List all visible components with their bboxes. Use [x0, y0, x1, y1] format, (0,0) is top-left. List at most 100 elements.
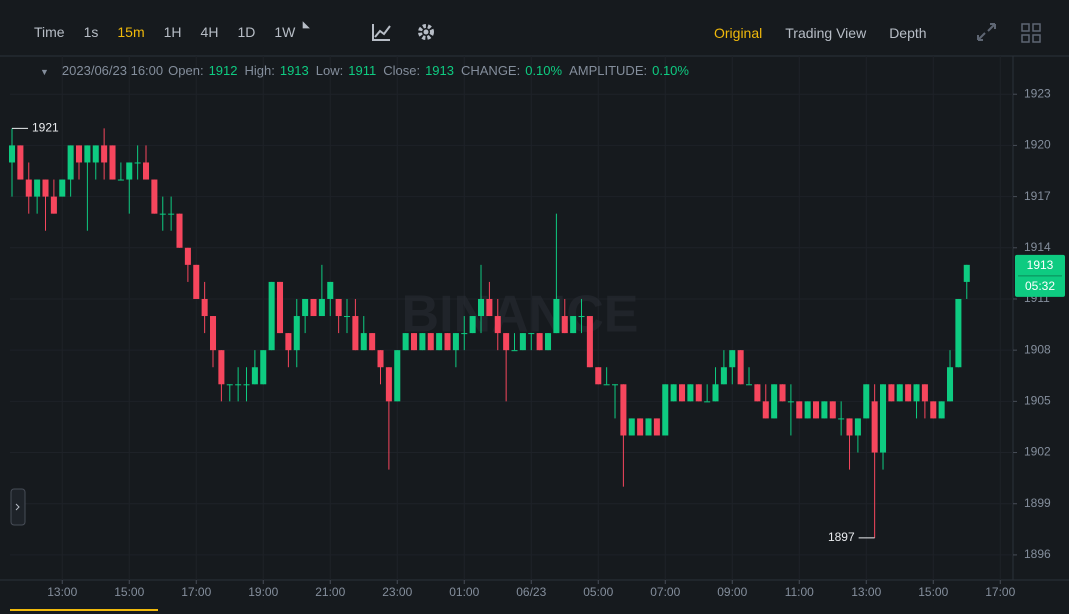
interval[interactable]: 1H: [163, 24, 182, 40]
candle-body: [343, 316, 351, 318]
side-toggle-icon: [15, 503, 20, 511]
candle-body: [578, 316, 585, 318]
x-tick-label: 15:00: [114, 585, 144, 599]
candle-body: [687, 384, 694, 402]
interval[interactable]: 1s: [83, 24, 99, 40]
candle-body: [612, 384, 619, 386]
candle-body: [75, 145, 83, 163]
candle-body: [126, 162, 133, 180]
interval[interactable]: Time: [34, 24, 65, 40]
candle-body: [511, 350, 518, 352]
candle-body: [821, 401, 828, 419]
candle-body: [360, 333, 367, 351]
candle-body: [880, 384, 887, 453]
candle-body: [410, 333, 418, 351]
interval[interactable]: 1D: [237, 24, 256, 40]
candle-body: [863, 384, 870, 419]
candle-body: [503, 333, 510, 351]
candle-body: [477, 298, 485, 317]
candle-body: [452, 333, 459, 351]
x-tick-label: 06/23: [516, 585, 546, 599]
candle-body: [787, 401, 794, 403]
interval[interactable]: 1W: [274, 24, 296, 40]
x-tick-label: 11:00: [785, 585, 814, 599]
candle-body: [888, 384, 895, 402]
candle-body: [352, 316, 359, 351]
view-tab[interactable]: Trading View: [785, 25, 867, 41]
side-toggle[interactable]: [10, 488, 26, 526]
candle-body: [494, 316, 501, 334]
candle-body: [310, 298, 317, 317]
info-label: CHANGE:: [460, 63, 521, 78]
candle-body: [570, 316, 577, 334]
candle-body: [637, 418, 644, 436]
x-tick-label: 17:00: [181, 585, 211, 599]
candle-body: [402, 333, 409, 351]
candle-body: [930, 401, 937, 419]
candle-body: [134, 162, 141, 164]
current-price: 1913: [1027, 258, 1054, 272]
x-tick-label: 19:00: [248, 585, 278, 599]
candle-body: [645, 418, 652, 436]
candle-body: [921, 384, 928, 402]
y-tick-label: 1899: [1024, 496, 1051, 510]
candle-body: [117, 179, 124, 181]
candle-body: [561, 316, 568, 334]
countdown: 05:32: [1025, 279, 1055, 293]
view-tab-active[interactable]: Original: [714, 25, 763, 41]
y-tick-label: 1914: [1024, 240, 1051, 254]
candle-body: [737, 350, 744, 385]
candle-body: [913, 384, 920, 402]
x-tick-label: 13:00: [851, 585, 881, 599]
candle-body: [796, 401, 803, 419]
candle-body: [285, 333, 292, 351]
view-tab[interactable]: Depth: [889, 25, 927, 41]
info-label: AMPLITUDE:: [569, 63, 648, 78]
interval-active[interactable]: 15m: [117, 24, 145, 40]
x-tick-label: 01:00: [449, 585, 479, 599]
candle-body: [838, 418, 845, 420]
info-label: Low:: [315, 63, 344, 78]
candle-body: [628, 418, 635, 436]
x-tick-label: 05:00: [583, 585, 613, 599]
info-value: 1911: [348, 63, 377, 78]
candle-body: [92, 145, 99, 163]
info-value: 1912: [208, 63, 238, 78]
candle-body: [704, 401, 711, 403]
candle-body: [218, 350, 225, 385]
y-tick-label: 1896: [1024, 547, 1051, 561]
info-label: High:: [244, 63, 275, 78]
x-tick-label: 13:00: [47, 585, 77, 599]
candle-body: [846, 418, 853, 436]
candle-body: [804, 401, 811, 419]
candle-body: [771, 384, 778, 419]
candle-body: [854, 418, 861, 436]
candle-body: [327, 281, 334, 299]
fullscreen-icon[interactable]: [977, 23, 996, 41]
candle-body: [653, 418, 660, 436]
candle-body: [754, 384, 761, 402]
x-tick-label: 09:00: [717, 585, 747, 599]
candle-body: [536, 333, 543, 351]
candle-body: [829, 401, 836, 419]
candle-body: [268, 281, 275, 351]
candle-body: [335, 298, 342, 317]
info-label: Close:: [383, 63, 421, 78]
x-tick-label: 15:00: [918, 585, 948, 599]
candle-body: [109, 145, 116, 180]
indicator-icon[interactable]: [372, 24, 391, 41]
layout-icon[interactable]: [1021, 23, 1041, 43]
candle-body: [519, 333, 526, 351]
candle-body: [620, 384, 627, 436]
candle-body: [159, 213, 166, 215]
candle-body: [17, 145, 24, 180]
candle-body: [603, 384, 610, 386]
candle-body: [695, 384, 702, 402]
settings-icon[interactable]: [418, 24, 434, 40]
candle-body: [184, 247, 191, 265]
view-bar: Original Trading View Depth: [714, 23, 946, 43]
candle-body: [67, 145, 74, 180]
interval[interactable]: 4H: [200, 24, 219, 40]
collapse-icon[interactable]: ▼: [40, 67, 49, 77]
